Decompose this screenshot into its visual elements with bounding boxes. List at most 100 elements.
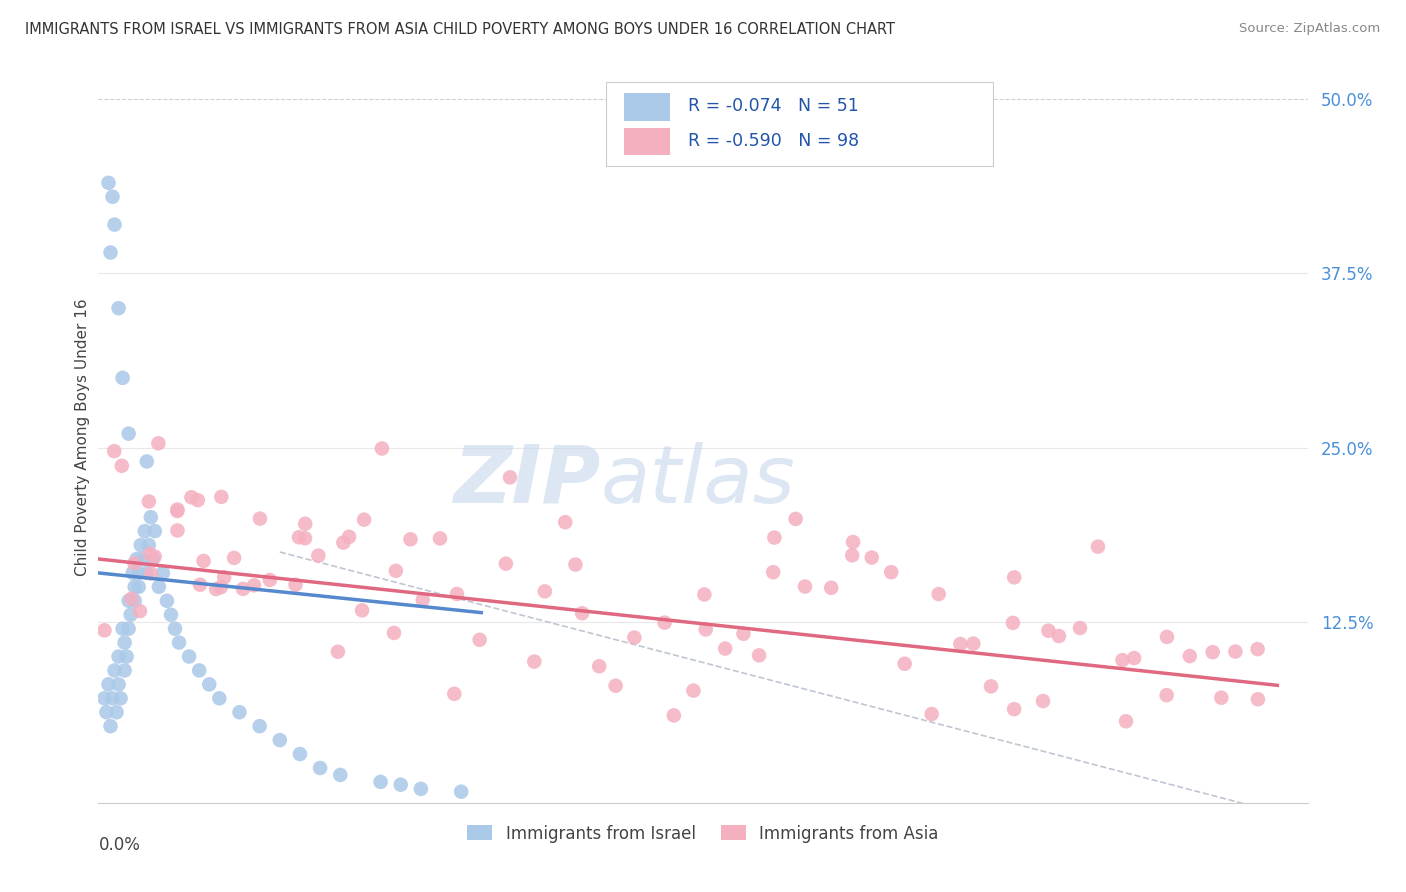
Y-axis label: Child Poverty Among Boys Under 16: Child Poverty Among Boys Under 16 [75,298,90,576]
Point [842,535,865,549]
Point [370,775,392,789]
Text: 0.0%: 0.0% [98,836,141,854]
Point [682,683,704,698]
Point [284,578,307,592]
Point [120,607,142,622]
Point [124,580,146,594]
Point [111,622,134,636]
FancyBboxPatch shape [624,128,671,155]
Point [762,565,785,579]
Point [1225,644,1247,658]
Point [100,245,122,260]
Text: atlas: atlas [600,442,794,520]
Point [128,580,150,594]
Point [337,530,360,544]
Point [107,301,129,316]
Point [495,557,517,571]
Point [121,566,143,580]
Text: R = -0.590   N = 98: R = -0.590 N = 98 [689,132,859,150]
Point [748,648,770,663]
Point [222,550,245,565]
Point [695,623,717,637]
Point [1087,540,1109,554]
Point [129,538,152,552]
Point [180,490,202,504]
Point [820,581,842,595]
Point [163,622,186,636]
Point [332,535,354,549]
Point [571,607,593,621]
Point [928,587,950,601]
Point [148,580,170,594]
Point [160,607,183,622]
Point [309,761,332,775]
Point [103,664,125,678]
Point [259,573,281,587]
Point [499,470,522,484]
Point [1156,630,1178,644]
Point [107,677,129,691]
Point [152,566,174,580]
Point [103,444,125,458]
Point [564,558,586,572]
Point [443,687,465,701]
Point [93,691,115,706]
Point [662,708,685,723]
Point [143,524,166,538]
Point [249,511,271,525]
Point [409,781,432,796]
Point [1038,624,1060,638]
Point [124,594,146,608]
Point [385,564,408,578]
Point [1178,649,1201,664]
Point [588,659,610,673]
Point [1069,621,1091,635]
Point [1247,692,1270,706]
Point [167,635,190,649]
Point [294,531,316,545]
Point [693,587,716,601]
Point [714,641,737,656]
Point [114,664,136,678]
Point [554,515,576,529]
Point [980,679,1002,693]
FancyBboxPatch shape [606,82,993,167]
Point [1032,694,1054,708]
Point [763,531,786,545]
Point [623,631,645,645]
Point [249,719,271,733]
Point [468,632,491,647]
Point [350,603,373,617]
Text: IMMIGRANTS FROM ISRAEL VS IMMIGRANTS FROM ASIA CHILD POVERTY AMONG BOYS UNDER 16: IMMIGRANTS FROM ISRAEL VS IMMIGRANTS FRO… [25,22,896,37]
Point [307,549,329,563]
Point [143,549,166,564]
Point [205,582,228,596]
Point [921,706,943,721]
Point [142,552,165,566]
Point [134,524,156,538]
Point [101,691,124,706]
Point [135,454,157,468]
Point [212,570,235,584]
Point [228,705,250,719]
Point [288,530,311,544]
Point [429,532,451,546]
Text: R = -0.074   N = 51: R = -0.074 N = 51 [689,97,859,115]
Point [118,426,141,441]
Point [100,719,122,733]
Point [860,550,883,565]
Point [166,504,188,518]
Point [389,778,412,792]
Point [139,566,162,581]
Point [1111,653,1133,667]
Point [179,649,201,664]
Point [232,582,254,596]
Legend: Immigrants from Israel, Immigrants from Asia: Immigrants from Israel, Immigrants from … [461,818,945,849]
Point [111,371,134,385]
Point [605,679,627,693]
Point [115,649,138,664]
Point [114,635,136,649]
Point [188,664,211,678]
Point [294,516,316,531]
Point [880,565,903,579]
